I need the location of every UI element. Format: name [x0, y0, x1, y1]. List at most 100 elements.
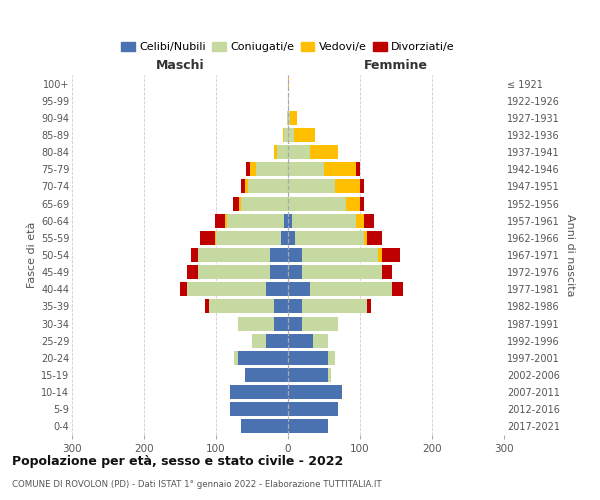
Bar — [198, 248, 270, 262]
Bar — [180, 282, 187, 296]
Bar — [246, 162, 250, 176]
Text: Popolazione per età, sesso e stato civile - 2022: Popolazione per età, sesso e stato civil… — [12, 455, 343, 468]
Bar — [191, 248, 198, 262]
Bar — [292, 214, 356, 228]
Bar — [288, 248, 302, 262]
Bar — [266, 334, 288, 347]
Bar — [288, 162, 324, 176]
Bar — [288, 94, 289, 108]
Bar — [230, 402, 288, 416]
Bar — [215, 214, 226, 228]
Bar — [227, 214, 284, 228]
Bar — [328, 368, 331, 382]
Bar — [200, 231, 215, 245]
Bar — [328, 351, 335, 365]
Bar — [238, 316, 274, 330]
Bar — [226, 214, 227, 228]
Bar — [310, 145, 338, 159]
Bar — [288, 231, 295, 245]
Bar — [288, 420, 328, 434]
Bar — [288, 111, 290, 125]
Bar — [360, 196, 364, 210]
Bar — [378, 248, 382, 262]
Bar — [288, 128, 294, 142]
Bar — [241, 180, 245, 194]
Bar — [216, 231, 281, 245]
Bar — [294, 128, 316, 142]
Bar — [256, 162, 288, 176]
Bar — [198, 265, 270, 279]
Bar — [356, 162, 360, 176]
Bar — [288, 402, 338, 416]
Bar — [367, 300, 371, 314]
Bar — [288, 76, 289, 90]
Bar — [290, 111, 298, 125]
Bar — [234, 351, 238, 365]
Bar — [295, 231, 364, 245]
Bar — [302, 300, 367, 314]
Bar — [270, 265, 288, 279]
Bar — [187, 282, 266, 296]
Bar — [274, 300, 288, 314]
Bar — [382, 265, 392, 279]
Bar — [284, 214, 288, 228]
Bar — [252, 334, 266, 347]
Bar — [302, 265, 382, 279]
Bar — [288, 265, 302, 279]
Y-axis label: Anni di nascita: Anni di nascita — [565, 214, 575, 296]
Legend: Celibi/Nubili, Coniugati/e, Vedovi/e, Divorziati/e: Celibi/Nubili, Coniugati/e, Vedovi/e, Di… — [117, 38, 459, 56]
Bar — [360, 180, 364, 194]
Bar — [238, 351, 288, 365]
Bar — [283, 128, 284, 142]
Bar — [364, 214, 374, 228]
Bar — [367, 231, 382, 245]
Bar — [288, 385, 342, 399]
Bar — [392, 282, 403, 296]
Bar — [288, 180, 335, 194]
Bar — [274, 145, 277, 159]
Text: Maschi: Maschi — [155, 58, 205, 71]
Bar — [288, 214, 292, 228]
Bar — [245, 368, 288, 382]
Text: COMUNE DI ROVOLON (PD) - Dati ISTAT 1° gennaio 2022 - Elaborazione TUTTITALIA.IT: COMUNE DI ROVOLON (PD) - Dati ISTAT 1° g… — [12, 480, 382, 489]
Bar — [313, 334, 328, 347]
Bar — [302, 316, 338, 330]
Text: Femmine: Femmine — [364, 58, 428, 71]
Bar — [281, 231, 288, 245]
Bar — [239, 196, 241, 210]
Bar — [288, 196, 346, 210]
Bar — [324, 162, 356, 176]
Bar — [302, 248, 378, 262]
Bar — [346, 196, 360, 210]
Bar — [205, 300, 209, 314]
Bar — [209, 300, 274, 314]
Bar — [287, 111, 288, 125]
Bar — [310, 282, 392, 296]
Bar — [270, 248, 288, 262]
Bar — [241, 196, 288, 210]
Bar — [288, 368, 328, 382]
Bar — [288, 145, 310, 159]
Bar — [245, 180, 248, 194]
Bar — [215, 231, 216, 245]
Bar — [230, 385, 288, 399]
Bar — [266, 282, 288, 296]
Bar — [274, 316, 288, 330]
Bar — [288, 282, 310, 296]
Bar — [288, 351, 328, 365]
Bar — [288, 300, 302, 314]
Bar — [187, 265, 198, 279]
Bar — [241, 420, 288, 434]
Bar — [250, 162, 256, 176]
Bar — [284, 128, 288, 142]
Bar — [288, 316, 302, 330]
Bar — [382, 248, 400, 262]
Bar — [288, 334, 313, 347]
Bar — [233, 196, 239, 210]
Bar — [248, 180, 288, 194]
Bar — [356, 214, 364, 228]
Bar — [335, 180, 360, 194]
Bar — [277, 145, 288, 159]
Bar — [364, 231, 367, 245]
Y-axis label: Fasce di età: Fasce di età — [26, 222, 37, 288]
